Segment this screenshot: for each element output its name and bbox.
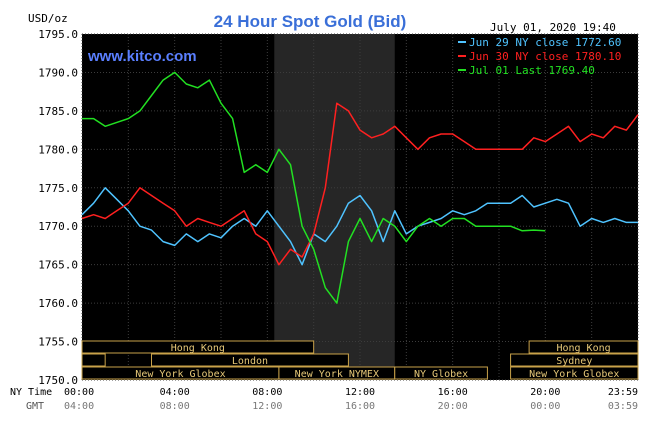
nymex-session-highlight (274, 34, 395, 380)
x-tick-ny: 16:00 (438, 387, 468, 398)
y-tick-label: 1785.0 (38, 105, 78, 118)
x-tick-gmt: 12:00 (252, 401, 282, 412)
y-tick-label: 1765.0 (38, 259, 78, 272)
grid-lines (81, 33, 639, 381)
x-tick-ny: 08:00 (252, 387, 282, 398)
x-tick-ny: 00:00 (64, 387, 94, 398)
session-bar (528, 340, 639, 354)
session-bar (510, 366, 639, 380)
session-label: Hong Kong (556, 343, 610, 354)
x-tick-gmt: 08:00 (160, 401, 190, 412)
session-bar (151, 353, 349, 367)
x-tick-gmt: 16:00 (345, 401, 375, 412)
y-tick-labels: 1795.0 1790.0 1785.0 1780.0 1775.0 1770.0 1765… (38, 28, 78, 387)
gmt-label: GMT (26, 401, 44, 412)
legend-entry: Jul 01 Last 1769.40 (469, 64, 595, 77)
watermark: www.kitco.com (87, 48, 197, 65)
chart-title: 24 Hour Spot Gold (Bid) (214, 12, 407, 31)
y-tick-label: 1775.0 (38, 182, 78, 195)
session-label: New York NYMEX (295, 369, 379, 380)
y-tick-label: 1750.0 (38, 374, 78, 387)
x-tick-gmt: 03:59 (608, 401, 638, 412)
x-tick-ny: 04:00 (160, 387, 190, 398)
unit-label: USD/oz (28, 12, 68, 25)
series-line-1 (81, 187, 638, 266)
series-line-3 (82, 71, 546, 304)
y-tick-label: 1760.0 (38, 297, 78, 310)
x-tick-gmt: 04:00 (64, 401, 94, 412)
legend-entry: Jun 29 NY close 1772.60 (469, 36, 621, 49)
date-label: July 01, 2020 19:40 (490, 21, 616, 34)
session-label: New York Globex (135, 369, 225, 380)
x-tick-ny: 23:59 (608, 387, 638, 398)
x-tick-ny: 12:00 (345, 387, 375, 398)
session-label: London (232, 356, 268, 367)
session-bar (394, 366, 488, 380)
session-label: New York Globex (529, 369, 619, 380)
trading-session-bars: Hong Kong Hong Kong London Sydney New York G… (81, 340, 639, 380)
y-tick-label: 1770.0 (38, 220, 78, 233)
legend-entry: Jun 30 NY close 1780.10 (469, 50, 621, 63)
x-tick-ny: 20:00 (530, 387, 560, 398)
ny-time-label: NY Time (10, 387, 52, 398)
session-bar (510, 353, 639, 367)
y-tick-label: 1795.0 (38, 28, 78, 41)
y-tick-label: 1790.0 (38, 66, 78, 79)
session-bar (81, 340, 315, 354)
session-label: Sydney (556, 356, 592, 367)
series-line-2 (81, 102, 639, 266)
y-tick-label: 1780.0 (38, 143, 78, 156)
session-bar (81, 353, 106, 367)
x-tick-gmt: 00:00 (530, 401, 560, 412)
x-tick-gmt: 20:00 (438, 401, 468, 412)
session-label: NY Globex (414, 369, 468, 380)
y-tick-label: 1755.0 (38, 336, 78, 349)
session-label: Hong Kong (171, 343, 225, 354)
x-tick-labels: 00:00 04:00 04:00 08:00 08:00 12:00 12:00 16:00… (64, 387, 638, 412)
price-lines (81, 71, 639, 304)
